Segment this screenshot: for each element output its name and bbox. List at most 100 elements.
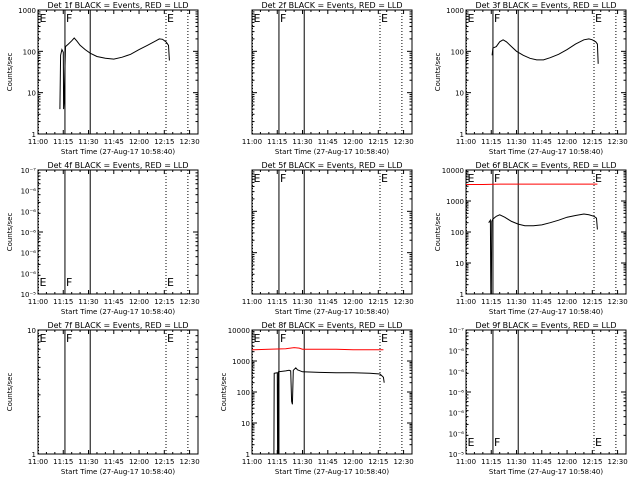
y-tick-label: 100 <box>451 229 464 237</box>
x-tick-label: 12:00 <box>557 138 577 146</box>
x-tick-label: 11:30 <box>292 298 312 306</box>
y-axis-label: Counts/sec <box>434 213 442 252</box>
y-tick-label: 100 <box>451 48 464 56</box>
x-tick-label: 11:00 <box>456 458 476 466</box>
detector-panel: Det 9f BLACK = Events, RED = LLD 11:00 11:… <box>449 321 628 476</box>
detector-panel: Det 7f BLACK = Events, RED = LLD 11:00 11:… <box>6 321 200 476</box>
y-tick-label: 10⁻⁶ <box>21 208 37 216</box>
x-tick-label: 11:45 <box>532 298 552 306</box>
event-label: F <box>494 172 500 185</box>
x-tick-label: 12:15 <box>582 298 602 306</box>
y-tick-label: 10⁻⁶ <box>21 250 37 258</box>
x-tick-label: 11:30 <box>78 458 98 466</box>
x-tick-label: 11:15 <box>267 298 287 306</box>
x-tick-label: 11:00 <box>456 138 476 146</box>
x-tick-label: 11:15 <box>53 298 73 306</box>
y-tick-label: 10000 <box>442 167 464 175</box>
x-axis-label: Start Time (27-Aug-17 10:58:40) <box>275 308 389 316</box>
y-tick-label: 10⁻⁷ <box>449 327 465 335</box>
detector-panel: Det 5f BLACK = Events, RED = LLD 11:00 11:… <box>242 161 414 316</box>
event-label: E <box>468 172 475 185</box>
x-tick-label: 12:15 <box>582 458 602 466</box>
event-label: E <box>595 436 602 449</box>
event-label: E <box>381 172 388 185</box>
panel-title: Det 1f BLACK = Events, RED = LLD <box>47 1 188 10</box>
x-axis-label: Start Time (27-Aug-17 10:58:40) <box>489 308 603 316</box>
x-tick-label: 12:15 <box>154 298 174 306</box>
y-tick-label: 10⁻⁵ <box>449 451 465 459</box>
y-tick-label: 1 <box>460 291 464 299</box>
y-tick-label: 10⁻⁶ <box>449 348 465 356</box>
y-tick-label: 1000 <box>446 198 464 206</box>
event-label: E <box>468 12 475 25</box>
x-tick-label: 11:15 <box>267 138 287 146</box>
y-tick-label: 10⁻⁶ <box>449 410 465 418</box>
y-axis-label: Counts/sec <box>434 53 442 92</box>
x-tick-label: 11:15 <box>267 458 287 466</box>
x-tick-label: 12:00 <box>343 458 363 466</box>
x-tick-label: 11:15 <box>53 458 73 466</box>
x-tick-label: 12:15 <box>582 138 602 146</box>
plot-frame <box>465 9 627 135</box>
detector-panel: Det 8f BLACK = Events, RED = LLD 11:00 11:… <box>220 321 414 476</box>
y-tick-label: 10⁻⁶ <box>21 270 37 278</box>
x-tick-label: 12:30 <box>607 298 627 306</box>
panel-title: Det 3f BLACK = Events, RED = LLD <box>475 1 616 10</box>
x-tick-label: 11:45 <box>532 458 552 466</box>
x-tick-label: 11:15 <box>53 138 73 146</box>
y-tick-label: 100 <box>237 389 250 397</box>
x-tick-label: 11:15 <box>481 138 501 146</box>
y-tick-label: 10⁻⁵ <box>21 291 37 299</box>
y-tick-label: 10⁻⁷ <box>21 167 37 175</box>
event-label: F <box>280 332 286 345</box>
x-axis-label: Start Time (27-Aug-17 10:58:40) <box>61 468 175 476</box>
panel-title: Det 9f BLACK = Events, RED = LLD <box>475 321 616 330</box>
x-tick-label: 11:45 <box>104 138 124 146</box>
event-label: F <box>66 332 72 345</box>
panel-title: Det 4f BLACK = Events, RED = LLD <box>47 161 188 170</box>
event-label: E <box>167 332 174 345</box>
event-label: E <box>595 172 602 185</box>
y-tick-label: 10⁻⁶ <box>449 430 465 438</box>
x-tick-label: 12:30 <box>607 138 627 146</box>
event-label: E <box>468 436 475 449</box>
x-axis-label: Start Time (27-Aug-17 10:58:40) <box>275 468 389 476</box>
panel-title: Det 5f BLACK = Events, RED = LLD <box>261 161 402 170</box>
x-tick-label: 11:30 <box>506 138 526 146</box>
x-axis-label: Start Time (27-Aug-17 10:58:40) <box>489 148 603 156</box>
y-tick-label: 1 <box>246 451 250 459</box>
y-tick-label: 10 <box>455 260 464 268</box>
y-tick-label: 1000 <box>18 7 36 15</box>
x-tick-label: 12:00 <box>129 138 149 146</box>
lld-series-line <box>251 347 384 351</box>
x-tick-label: 11:00 <box>28 458 48 466</box>
event-label: E <box>40 332 47 345</box>
x-tick-label: 12:15 <box>368 458 388 466</box>
x-axis-label: Start Time (27-Aug-17 10:58:40) <box>489 468 603 476</box>
x-tick-label: 11:45 <box>318 298 338 306</box>
panel-title: Det 6f BLACK = Events, RED = LLD <box>475 161 616 170</box>
y-tick-label: 10⁻⁶ <box>21 188 37 196</box>
y-tick-label: 10 <box>27 90 36 98</box>
x-tick-label: 11:45 <box>318 458 338 466</box>
x-tick-label: 11:00 <box>242 298 262 306</box>
event-label: E <box>595 12 602 25</box>
detector-panel: Det 6f BLACK = Events, RED = LLD 11:00 11:… <box>434 161 628 316</box>
y-axis-label: Counts/sec <box>6 373 14 412</box>
event-label: F <box>280 172 286 185</box>
x-tick-label: 11:30 <box>78 298 98 306</box>
x-tick-label: 11:00 <box>242 138 262 146</box>
x-tick-label: 12:00 <box>343 138 363 146</box>
x-tick-label: 12:30 <box>607 458 627 466</box>
x-tick-label: 11:30 <box>292 458 312 466</box>
plot-frame <box>37 329 199 455</box>
x-tick-label: 12:15 <box>368 298 388 306</box>
x-tick-label: 12:15 <box>154 458 174 466</box>
y-tick-label: 10⁻⁶ <box>449 368 465 376</box>
event-label: F <box>66 12 72 25</box>
event-label: F <box>66 276 72 289</box>
event-label: E <box>254 12 261 25</box>
x-tick-label: 11:30 <box>292 138 312 146</box>
x-tick-label: 12:15 <box>368 138 388 146</box>
x-tick-label: 11:15 <box>481 458 501 466</box>
